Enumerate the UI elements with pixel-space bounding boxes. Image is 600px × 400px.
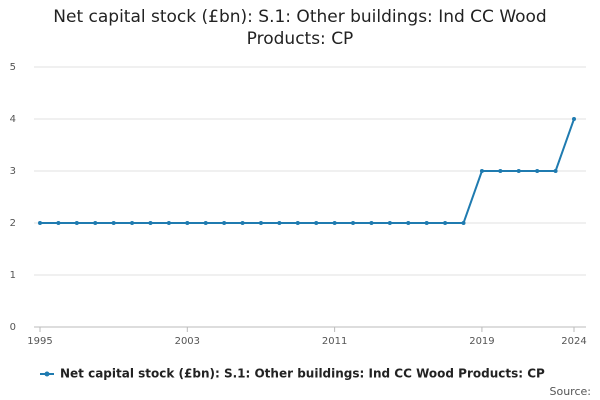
point	[93, 221, 98, 225]
y-tick-label: 1	[10, 270, 16, 281]
point	[240, 221, 245, 225]
point	[332, 221, 337, 225]
point	[148, 221, 153, 225]
line	[40, 118, 575, 224]
x-tick-label: 2011	[322, 336, 347, 347]
y-tick-label: 0	[10, 322, 16, 333]
legend-label: Net capital stock (£bn): S.1: Other buil…	[60, 367, 545, 381]
point	[185, 221, 190, 225]
x-tick-label: 2003	[175, 336, 200, 347]
point	[222, 221, 227, 225]
point	[572, 117, 576, 121]
x-tick-label: 1995	[27, 336, 52, 347]
point	[56, 221, 61, 225]
point	[38, 221, 42, 225]
x-tick-label: 2019	[469, 336, 494, 347]
point	[203, 221, 208, 225]
point	[461, 221, 466, 225]
point	[166, 221, 171, 225]
point	[535, 169, 540, 173]
point	[369, 221, 374, 225]
point	[387, 221, 392, 225]
point	[498, 169, 503, 173]
source: Source:	[550, 385, 592, 398]
chart-title: Net capital stock (£bn): S.1: Other buil…	[53, 7, 547, 49]
y-tick-label: 4	[10, 114, 16, 125]
point	[74, 221, 79, 225]
point	[424, 221, 429, 225]
point	[295, 221, 300, 225]
point	[111, 221, 116, 225]
point	[443, 221, 448, 225]
point	[553, 169, 558, 173]
point	[406, 221, 411, 225]
point	[277, 221, 282, 225]
point	[258, 221, 263, 225]
point	[130, 221, 135, 225]
legend-dot	[44, 371, 50, 377]
point	[516, 169, 521, 173]
point	[479, 169, 484, 173]
point	[351, 221, 356, 225]
y-tick-label: 2	[10, 218, 16, 229]
x-tick-label: 2024	[561, 336, 586, 347]
point	[314, 221, 319, 225]
y-tick-label: 5	[10, 62, 16, 73]
y-tick-label: 3	[10, 166, 16, 177]
